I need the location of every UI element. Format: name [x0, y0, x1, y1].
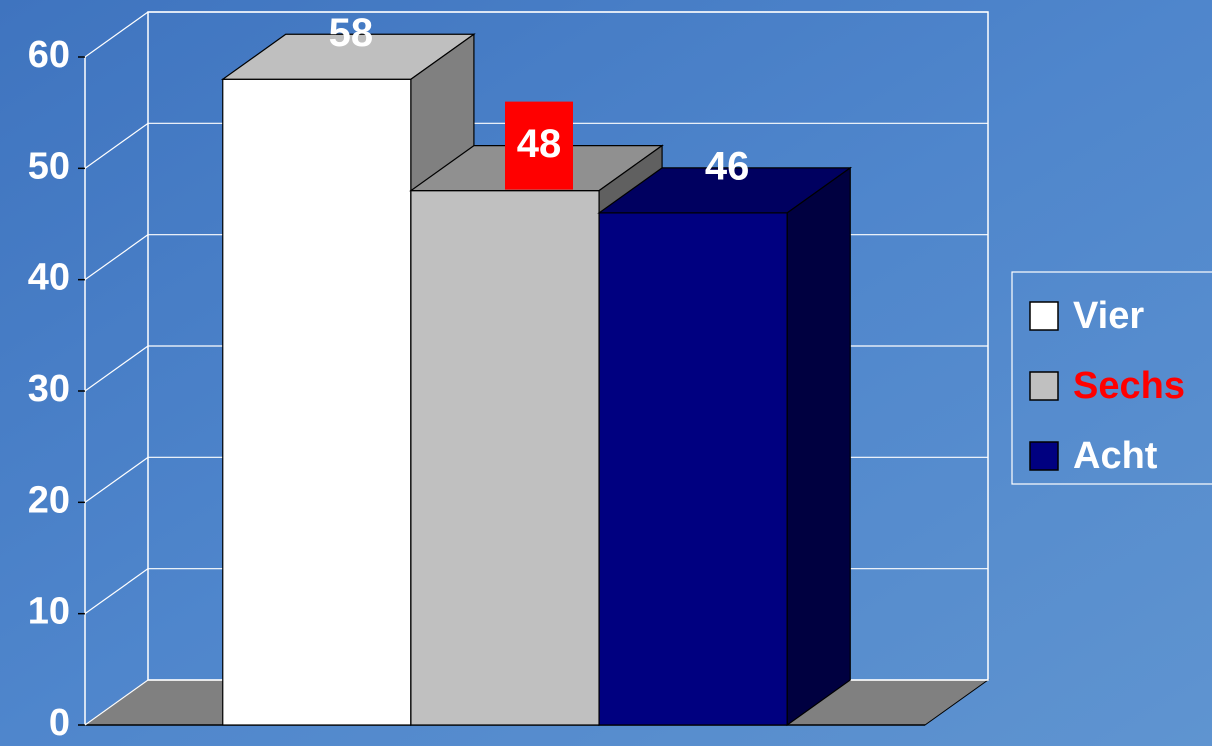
bar	[222, 78, 412, 726]
grid-line	[84, 234, 149, 281]
y-tick-label: 10	[28, 591, 70, 633]
y-tick-label: 20	[28, 479, 70, 521]
y-tick-label: 50	[28, 145, 70, 187]
legend-swatch	[1029, 441, 1059, 471]
legend-swatch	[1029, 301, 1059, 331]
legend-label: Sechs	[1073, 365, 1185, 407]
bar	[598, 212, 788, 726]
value-label: 58	[329, 11, 374, 55]
legend-label: Acht	[1073, 435, 1158, 477]
legend-swatch	[1029, 371, 1059, 401]
y-tick-label: 0	[49, 702, 70, 744]
grid-line	[84, 345, 149, 392]
grid-line	[84, 11, 149, 58]
grid-line	[84, 679, 149, 726]
y-tick-label: 30	[28, 368, 70, 410]
value-label: 46	[705, 144, 750, 188]
grid-line	[84, 568, 149, 615]
y-tick-label: 60	[28, 34, 70, 76]
legend-box	[1011, 271, 1212, 485]
grid-line	[84, 456, 149, 503]
bar-side	[786, 166, 851, 727]
bar	[410, 190, 600, 726]
grid-line	[84, 122, 149, 169]
legend-label: Vier	[1073, 295, 1144, 337]
value-label: 48	[517, 122, 562, 166]
y-tick-label: 40	[28, 257, 70, 299]
value-label-background	[505, 101, 573, 190]
